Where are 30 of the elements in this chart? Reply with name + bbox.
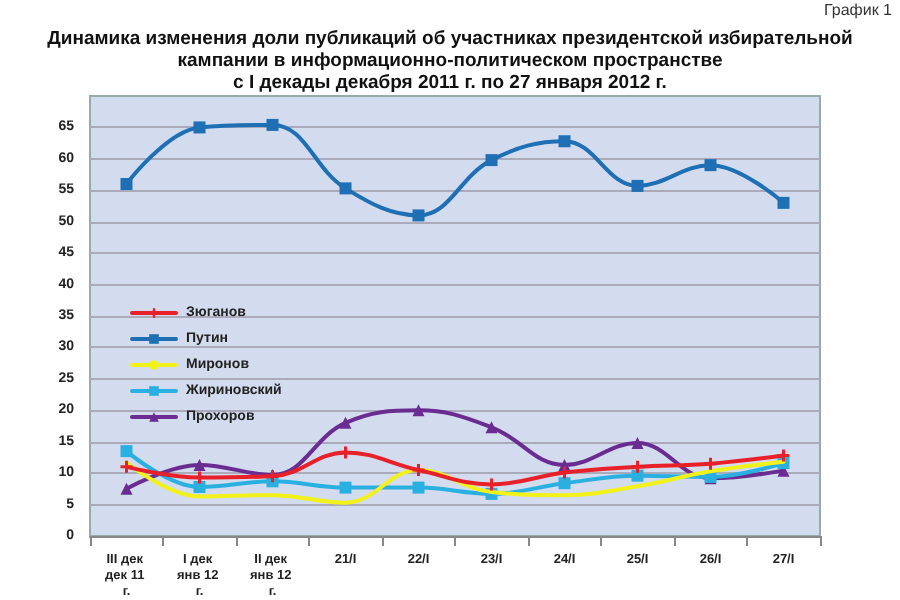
point [631, 436, 644, 449]
point [412, 464, 425, 476]
point [266, 118, 279, 131]
point [558, 135, 571, 148]
point [412, 481, 425, 494]
point [558, 477, 571, 490]
point [558, 466, 571, 479]
point [339, 182, 352, 195]
point [704, 457, 717, 470]
point [193, 480, 206, 493]
point [193, 121, 206, 134]
point [120, 482, 133, 495]
point [704, 159, 717, 172]
point [631, 460, 644, 473]
point [339, 481, 352, 494]
point [631, 179, 644, 192]
point [631, 469, 644, 482]
point [485, 154, 498, 167]
point [412, 209, 425, 222]
chart-title: Динамика изменения доли публикаций об участниках президентской избирательной кампании в информационно-политическом пространстве с I декады декабря 2011 г. по 27 января 2012 г. [47, 28, 854, 94]
point [120, 178, 133, 190]
point [120, 445, 133, 458]
point [339, 416, 352, 429]
point [485, 421, 498, 434]
text: График 1 [823, 1, 894, 19]
point [412, 404, 425, 417]
point [193, 458, 206, 471]
point [777, 196, 790, 209]
point [777, 449, 790, 462]
point [120, 460, 133, 473]
